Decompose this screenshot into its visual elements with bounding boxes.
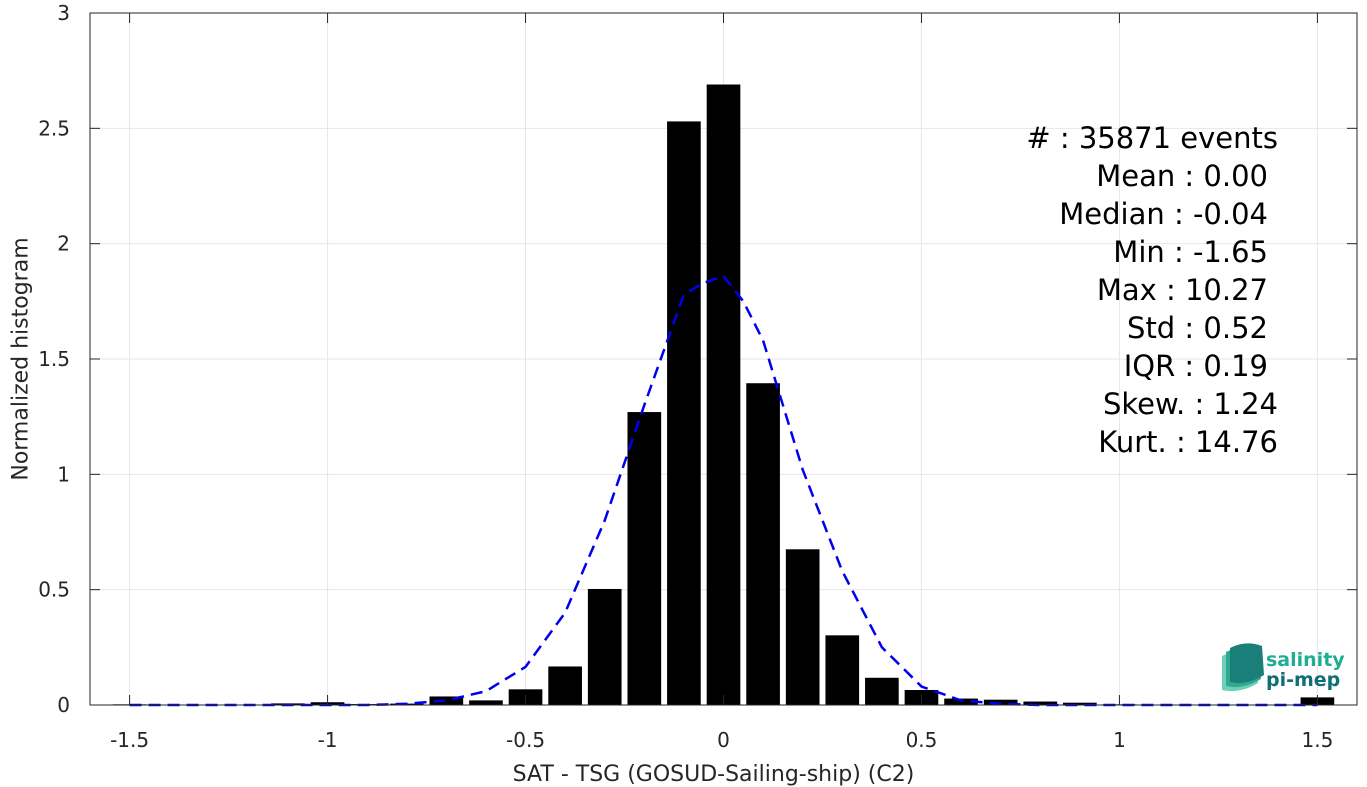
histogram-bar xyxy=(548,666,582,705)
x-axis-ticks: -1.5 -1 -0.5 0 0.5 1 1.5 xyxy=(110,13,1333,752)
x-axis-label: SAT - TSG (GOSUD-Sailing-ship) (C2) xyxy=(513,762,915,787)
stat-line: Min : -1.65 xyxy=(1113,235,1268,269)
x-tick-label: -1 xyxy=(318,728,338,752)
x-tick-label: 0 xyxy=(717,728,730,752)
histogram-bar xyxy=(469,700,503,705)
histogram-bar xyxy=(746,383,780,705)
stat-line: Kurt. : 14.76 xyxy=(1098,425,1278,459)
stat-line: IQR : 0.19 xyxy=(1124,349,1268,383)
stat-line: Skew. : 1.24 xyxy=(1103,387,1278,421)
logo-text-pi-mep: pi-mep xyxy=(1266,669,1340,691)
y-tick-label: 2 xyxy=(57,232,70,256)
x-tick-label: -0.5 xyxy=(506,728,545,752)
histogram-bar xyxy=(587,588,622,705)
histogram-bar xyxy=(825,635,860,705)
logo-text-salinity: salinity xyxy=(1266,649,1345,671)
histogram-bar xyxy=(983,699,1018,705)
x-tick-label: 0.5 xyxy=(906,728,938,752)
histogram-bar xyxy=(1063,702,1097,705)
histogram-bar xyxy=(1023,701,1058,705)
y-axis-ticks: 0 0.5 1 1.5 2 2.5 3 xyxy=(38,1,1357,717)
stat-line: # : 35871 events xyxy=(1026,121,1278,155)
x-tick-label: 1 xyxy=(1113,728,1126,752)
stat-line: Mean : 0.00 xyxy=(1096,159,1268,193)
histogram-bar xyxy=(667,121,701,705)
histogram-bar xyxy=(706,84,741,706)
y-tick-label: 1 xyxy=(57,462,70,486)
stats-annotation: # : 35871 events Mean : 0.00 Median : -0.0… xyxy=(1026,121,1278,459)
y-tick-label: 0.5 xyxy=(38,578,70,602)
histogram-bar xyxy=(429,696,464,705)
x-tick-label: 1.5 xyxy=(1302,728,1334,752)
stat-line: Max : 10.27 xyxy=(1097,273,1268,307)
histogram-bar xyxy=(944,698,978,705)
logo-wave-icon xyxy=(1222,643,1264,692)
histogram-bars xyxy=(112,84,1335,706)
histogram-bar xyxy=(785,549,820,705)
y-tick-label: 3 xyxy=(57,1,70,25)
histogram-bar xyxy=(865,677,899,705)
x-tick-label: -1.5 xyxy=(110,728,149,752)
histogram-bar xyxy=(627,412,662,705)
y-axis-label: Normalized histogram xyxy=(9,237,34,480)
stat-line: Median : -0.04 xyxy=(1059,197,1268,231)
y-tick-label: 0 xyxy=(57,693,70,717)
y-tick-label: 1.5 xyxy=(38,347,70,371)
salinity-pi-mep-logo: salinity pi-mep xyxy=(1222,643,1345,692)
stat-line: Std : 0.52 xyxy=(1127,311,1268,345)
y-tick-label: 2.5 xyxy=(38,116,70,140)
